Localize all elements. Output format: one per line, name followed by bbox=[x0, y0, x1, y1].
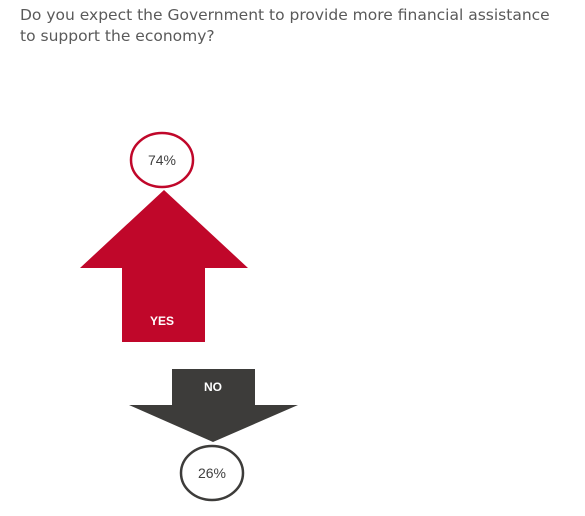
yes-up-arrow bbox=[80, 190, 248, 342]
no-arrow-label: NO bbox=[204, 380, 222, 394]
no-down-arrow bbox=[129, 369, 298, 442]
yes-percent-circle bbox=[129, 131, 195, 189]
no-percent-circle bbox=[179, 444, 245, 502]
question-title: Do you expect the Government to provide … bbox=[20, 6, 550, 45]
no-percent-label: 26% bbox=[198, 465, 226, 481]
yes-arrow-label: YES bbox=[150, 314, 174, 328]
yes-percent-label: 74% bbox=[148, 152, 176, 168]
